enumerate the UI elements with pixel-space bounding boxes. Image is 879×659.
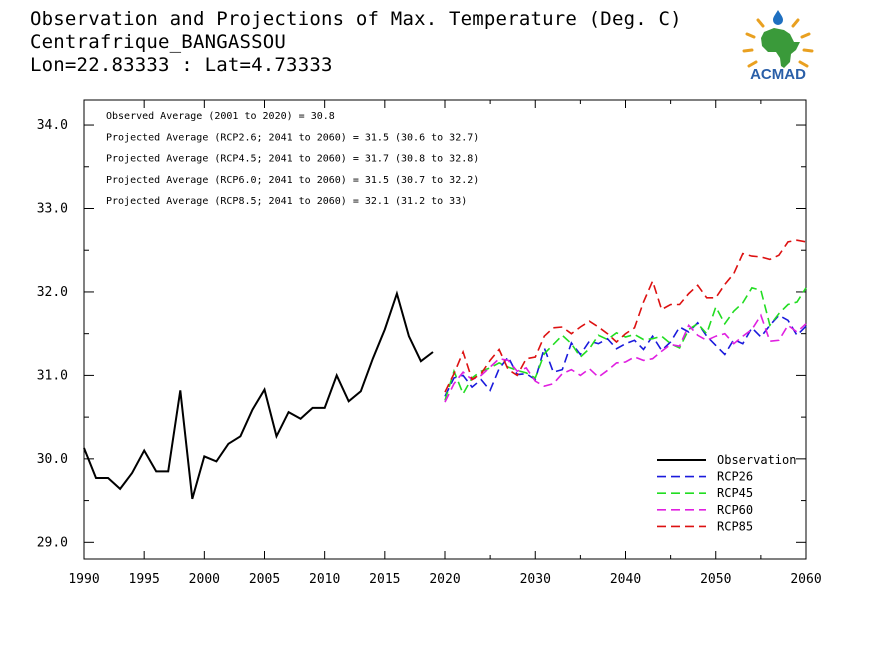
sun-rays-icon (742, 12, 814, 68)
title-line-1: Observation and Projections of Max. Temp… (30, 8, 682, 30)
series-line-observation (83, 290, 434, 500)
x-tick-label: 2010 (309, 572, 340, 587)
y-tick-label: 34.0 (37, 118, 68, 133)
y-tick-label: 29.0 (37, 535, 68, 550)
series-line-rcp85 (444, 239, 807, 393)
x-tick-label: 2050 (700, 572, 731, 587)
legend-label-rcp60: RCP60 (717, 503, 753, 517)
acmad-logo: ACMAD (742, 10, 814, 82)
x-tick-label: 2040 (610, 572, 641, 587)
chart-title: Observation and Projections of Max. Temp… (30, 8, 682, 77)
axis-ticks: 29.0 30.0 31.0 32.0 33.0 34.0 1990 1995 2000 2005… (37, 100, 822, 587)
series-line-rcp45 (444, 286, 807, 401)
title-line-2: Centrafrique_BANGASSOU (30, 31, 287, 53)
annotation-line: Projected Average (RCP6.0; 2041 to 2060)… (106, 175, 479, 186)
legend-label-rcp85: RCP85 (717, 519, 753, 533)
series-line-rcp26 (444, 314, 807, 397)
y-tick-label: 30.0 (37, 452, 68, 467)
x-tick-label: 2020 (429, 572, 460, 587)
legend-label-rcp45: RCP45 (717, 486, 753, 500)
x-tick-label: 2030 (520, 572, 551, 587)
y-tick-label: 33.0 (37, 201, 68, 216)
x-tick-label: 1990 (68, 572, 99, 587)
title-line-3: Lon=22.83333 : Lat=4.73333 (30, 54, 333, 76)
legend-label-rcp26: RCP26 (717, 470, 753, 484)
annotation-line: Projected Average (RCP8.5; 2041 to 2060)… (106, 196, 467, 207)
annotation-line: Observed Average (2001 to 2020) = 30.8 (106, 111, 335, 122)
y-tick-label: 32.0 (37, 285, 68, 300)
legend-label-observation: Observation (717, 453, 796, 467)
y-tick-label: 31.0 (37, 368, 68, 383)
x-tick-label: 1995 (129, 572, 160, 587)
x-tick-label: 2005 (249, 572, 280, 587)
water-drop-icon (773, 10, 783, 25)
x-tick-label: 2060 (790, 572, 821, 587)
x-tick-label: 2015 (369, 572, 400, 587)
x-tick-label: 2000 (189, 572, 220, 587)
annotation-box: Observed Average (2001 to 2020) = 30.8 Pr… (106, 111, 479, 207)
annotation-line: Projected Average (RCP2.6; 2041 to 2060)… (106, 132, 479, 143)
series-line-rcp60 (444, 313, 807, 403)
logo-text: ACMAD (750, 66, 806, 82)
africa-map-icon (761, 28, 800, 68)
annotation-line: Projected Average (RCP4.5; 2041 to 2060)… (106, 154, 479, 165)
series-lines (83, 239, 807, 500)
legend: Observation RCP26 RCP45 RCP60 RCP85 (657, 453, 796, 533)
